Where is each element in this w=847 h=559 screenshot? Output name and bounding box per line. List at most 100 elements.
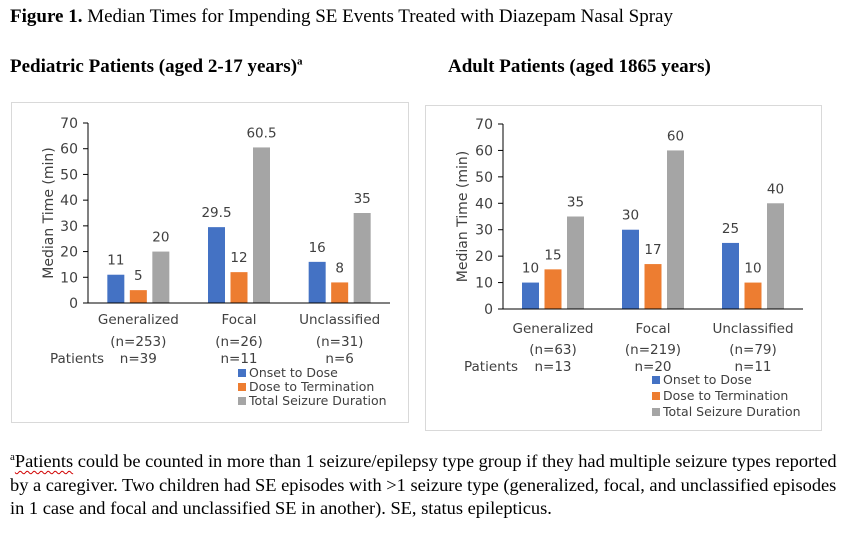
- bar: [722, 242, 739, 309]
- y-axis-label: Median Time (min): [455, 151, 471, 282]
- category-n-label: (n=79): [729, 342, 777, 358]
- pediatric-chart: Median Time (min) 0 10 20 30 40 50 60 70 11 5 20 Gen…: [11, 102, 409, 423]
- bar: [331, 282, 349, 303]
- y-tick-label: 70: [60, 116, 78, 132]
- category-n-label: (n=31): [316, 334, 364, 350]
- figure-title: Figure 1. Median Times for Impending SE …: [10, 6, 673, 28]
- data-label: 15: [544, 247, 561, 263]
- patients-row-label: Patients: [464, 359, 518, 375]
- bar: [522, 282, 539, 309]
- legend-label: Onset to Dose: [663, 372, 752, 387]
- data-label: 12: [230, 250, 247, 266]
- legend-swatch: [238, 397, 246, 405]
- data-label: 10: [744, 261, 761, 277]
- patients-n-label: n=11: [734, 359, 771, 375]
- patients-n-label: n=6: [325, 351, 353, 367]
- bar: [567, 216, 584, 309]
- patients-row-label: Patients: [50, 351, 104, 367]
- y-tick-label: 50: [60, 167, 78, 183]
- y-tick-label: 10: [475, 276, 493, 292]
- y-tick-label: 40: [475, 196, 493, 212]
- category-n-label: (n=253): [110, 334, 166, 350]
- adult-chart: Median Time (min) 0 10 20 30 40 50 60 70 10 15 35 Ge…: [425, 105, 822, 431]
- y-tick-label: 50: [475, 170, 493, 186]
- y-tick-label: 60: [60, 142, 78, 158]
- data-label: 16: [309, 240, 326, 256]
- data-label: 30: [622, 208, 639, 224]
- y-tick-label: 40: [60, 193, 78, 209]
- y-tick-label: 0: [69, 296, 78, 312]
- data-label: 60: [667, 128, 684, 144]
- footnote-marker: a: [297, 55, 303, 68]
- legend-swatch: [652, 408, 660, 416]
- data-label: 5: [134, 268, 143, 284]
- data-label: 40: [767, 181, 784, 197]
- figure-label: Figure 1.: [10, 6, 83, 27]
- data-label: 35: [567, 195, 584, 211]
- bar: [622, 229, 639, 309]
- patients-n-label: n=39: [120, 351, 157, 367]
- bar: [107, 274, 125, 303]
- footnote-first-word: Patients: [14, 451, 74, 471]
- legend-label: Onset to Dose: [249, 365, 338, 380]
- legend-swatch: [652, 376, 660, 384]
- bar: [253, 147, 270, 303]
- legend-swatch: [238, 383, 246, 391]
- patients-n-label: n=20: [634, 359, 671, 375]
- bar: [129, 290, 147, 303]
- category-n-label: (n=219): [625, 342, 681, 358]
- footnote-superscript: a: [10, 450, 15, 463]
- footnote-text: could be counted in more than 1 seizure/…: [10, 451, 837, 518]
- bar: [353, 213, 371, 303]
- data-label: 35: [354, 191, 371, 207]
- bar: [544, 269, 562, 309]
- pediatric-panel-title: Pediatric Patients (aged 2-17 years)a: [10, 56, 303, 78]
- x-tick-label: Focal: [636, 321, 671, 337]
- data-label: 10: [522, 261, 539, 277]
- data-label: 17: [644, 242, 661, 258]
- y-tick-label: 0: [484, 302, 493, 318]
- x-tick-label: Unclassified: [299, 312, 380, 328]
- footnote: aPatients could be counted in more than …: [10, 450, 840, 521]
- data-label: 29.5: [201, 205, 231, 221]
- legend-label: Dose to Termination: [663, 388, 788, 403]
- legend-swatch: [238, 369, 246, 377]
- data-label: 8: [335, 260, 344, 276]
- bar: [667, 150, 684, 309]
- adult-panel-title: Adult Patients (aged 1865 years): [448, 56, 711, 78]
- legend-label: Dose to Termination: [249, 379, 374, 394]
- pediatric-chart-svg: Median Time (min) 0 10 20 30 40 50 60 70 11 5 20 Gen…: [41, 116, 390, 408]
- data-label: 60.5: [246, 125, 276, 141]
- legend-swatch: [652, 392, 660, 400]
- adult-chart-svg: Median Time (min) 0 10 20 30 40 50 60 70 10 15 35 Ge…: [455, 117, 803, 419]
- bar: [208, 227, 225, 303]
- x-tick-label: Unclassified: [712, 321, 793, 337]
- y-tick-label: 30: [475, 223, 493, 239]
- x-tick-label: Generalized: [98, 312, 179, 328]
- patients-n-label: n=13: [534, 359, 571, 375]
- bar: [767, 203, 784, 309]
- y-tick-label: 60: [475, 143, 493, 159]
- data-label: 25: [722, 221, 739, 237]
- category-n-label: (n=26): [215, 334, 263, 350]
- x-tick-label: Focal: [222, 312, 257, 328]
- y-tick-label: 70: [475, 117, 493, 133]
- patients-n-label: n=11: [220, 351, 257, 367]
- legend-label: Total Seizure Duration: [248, 393, 387, 408]
- figure-title-text: Median Times for Impending SE Events Tre…: [82, 6, 673, 27]
- y-axis-label: Median Time (min): [41, 147, 57, 278]
- bar: [152, 251, 170, 303]
- bar: [308, 261, 326, 303]
- bar: [644, 264, 662, 309]
- x-tick-label: Generalized: [513, 321, 594, 337]
- y-tick-label: 20: [60, 245, 78, 261]
- y-tick-label: 20: [475, 249, 493, 265]
- data-label: 20: [152, 230, 169, 246]
- y-tick-label: 10: [60, 270, 78, 286]
- bar: [744, 282, 762, 309]
- data-label: 11: [107, 253, 124, 269]
- y-tick-label: 30: [60, 219, 78, 235]
- category-n-label: (n=63): [529, 342, 577, 358]
- pediatric-panel-title-text: Pediatric Patients (aged 2-17 years): [10, 56, 298, 77]
- bar: [230, 272, 248, 303]
